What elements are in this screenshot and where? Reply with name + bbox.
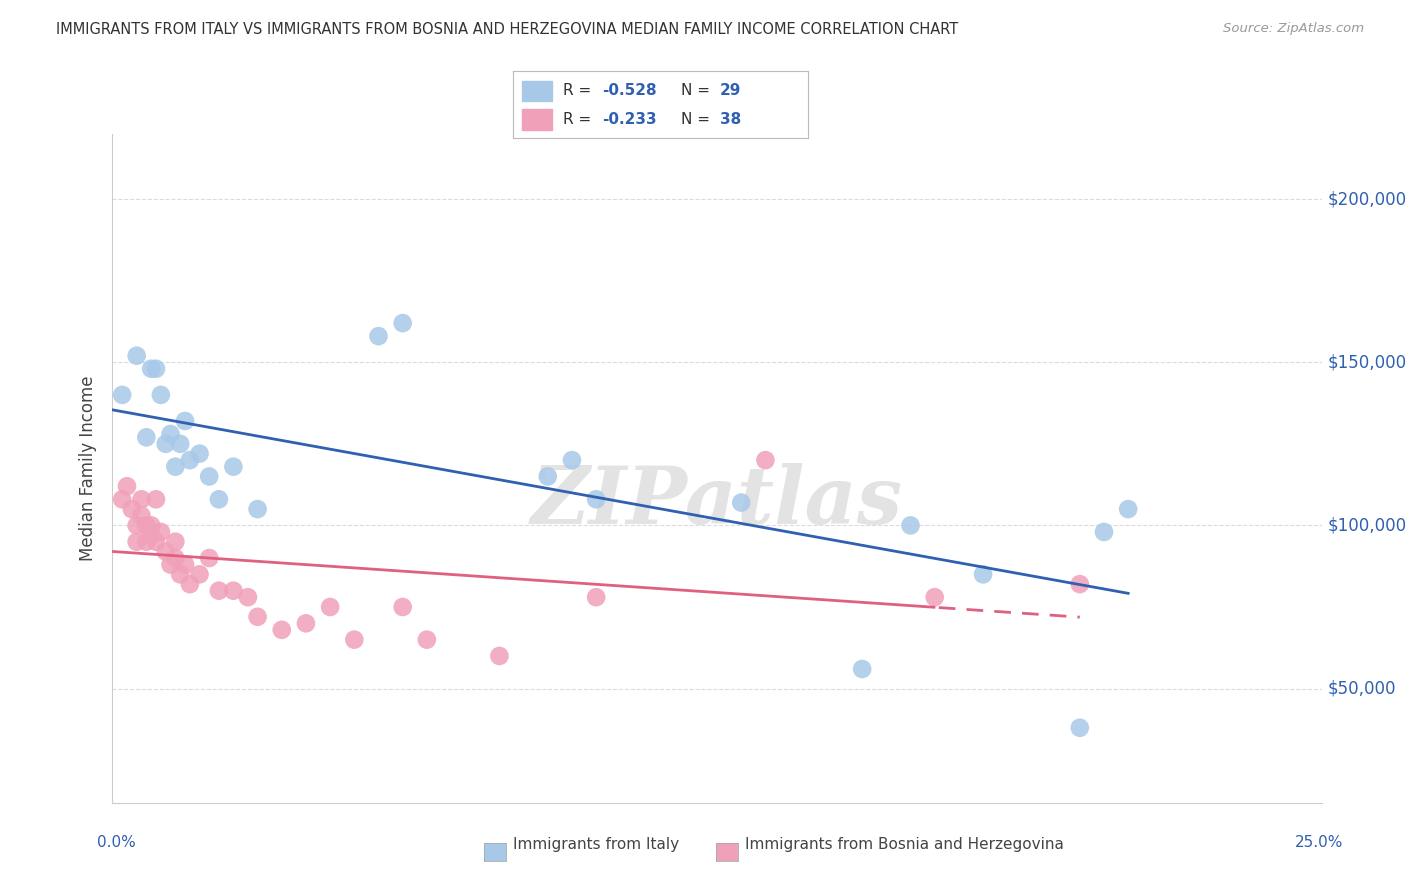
Point (131, 492, 153, 507)
Point (149, 388, 172, 402)
Text: Immigrants from Italy: Immigrants from Italy (513, 838, 679, 852)
Point (295, 616, 318, 631)
Text: N =: N = (682, 83, 716, 98)
Point (131, 508, 153, 523)
Point (1116, 502, 1139, 516)
Point (149, 524, 172, 539)
Text: $100,000: $100,000 (1327, 516, 1406, 534)
Point (391, 599, 413, 614)
Point (924, 591, 946, 605)
Point (343, 632, 366, 647)
Point (141, 361, 163, 376)
Point (851, 662, 873, 676)
Point (222, 459, 245, 474)
Point (111, 388, 134, 402)
Point (159, 558, 181, 572)
Point (585, 591, 607, 605)
Point (319, 599, 342, 614)
FancyBboxPatch shape (522, 81, 551, 101)
Point (165, 459, 187, 474)
Text: 25.0%: 25.0% (1295, 836, 1343, 850)
Text: Source: ZipAtlas.com: Source: ZipAtlas.com (1223, 22, 1364, 36)
Point (246, 502, 269, 516)
Point (145, 492, 167, 507)
Point (972, 567, 994, 582)
Point (179, 577, 201, 591)
Point (169, 437, 191, 451)
Point (488, 648, 510, 663)
Point (125, 518, 148, 533)
Y-axis label: Median Family Income: Median Family Income (79, 376, 97, 561)
Text: $200,000: $200,000 (1327, 190, 1406, 208)
Text: R =: R = (564, 83, 596, 98)
Point (236, 591, 259, 605)
Point (121, 502, 143, 516)
Point (165, 551, 187, 566)
Point (367, 329, 389, 343)
Text: ZIPatlas: ZIPatlas (531, 463, 903, 541)
Text: -0.528: -0.528 (602, 83, 657, 98)
Point (135, 518, 157, 533)
Point (188, 447, 211, 461)
Point (155, 544, 177, 558)
Point (222, 583, 245, 598)
Point (900, 518, 922, 533)
Point (391, 316, 413, 330)
Text: N =: N = (682, 112, 716, 127)
Point (1092, 524, 1115, 539)
Point (111, 492, 134, 507)
Point (159, 427, 181, 442)
FancyBboxPatch shape (522, 110, 551, 129)
Point (270, 623, 292, 637)
Point (1069, 721, 1091, 735)
Point (188, 567, 211, 582)
Text: $150,000: $150,000 (1327, 353, 1406, 371)
Point (169, 567, 191, 582)
Point (537, 469, 560, 483)
Text: 29: 29 (720, 83, 741, 98)
Point (115, 479, 138, 493)
Point (416, 632, 439, 647)
Text: R =: R = (564, 112, 596, 127)
Text: -0.233: -0.233 (602, 112, 657, 127)
Point (208, 583, 231, 598)
Point (174, 414, 197, 428)
Point (141, 518, 163, 533)
Point (754, 453, 776, 467)
Text: 38: 38 (720, 112, 741, 127)
Point (1069, 577, 1091, 591)
Point (198, 469, 221, 483)
Point (145, 534, 167, 549)
Text: $50,000: $50,000 (1327, 680, 1396, 698)
Point (730, 495, 752, 509)
Text: IMMIGRANTS FROM ITALY VS IMMIGRANTS FROM BOSNIA AND HERZEGOVINA MEDIAN FAMILY IN: IMMIGRANTS FROM ITALY VS IMMIGRANTS FROM… (56, 22, 959, 37)
Point (135, 534, 157, 549)
Point (208, 492, 231, 507)
Point (155, 437, 177, 451)
Point (198, 551, 221, 566)
Point (585, 492, 607, 507)
Point (174, 558, 197, 572)
Text: Immigrants from Bosnia and Herzegovina: Immigrants from Bosnia and Herzegovina (745, 838, 1064, 852)
Point (125, 534, 148, 549)
Point (141, 528, 163, 542)
Text: 0.0%: 0.0% (97, 836, 136, 850)
Point (246, 609, 269, 624)
Point (165, 534, 187, 549)
Point (145, 361, 167, 376)
Point (561, 453, 583, 467)
Point (179, 453, 201, 467)
Point (135, 430, 157, 444)
Point (125, 349, 148, 363)
